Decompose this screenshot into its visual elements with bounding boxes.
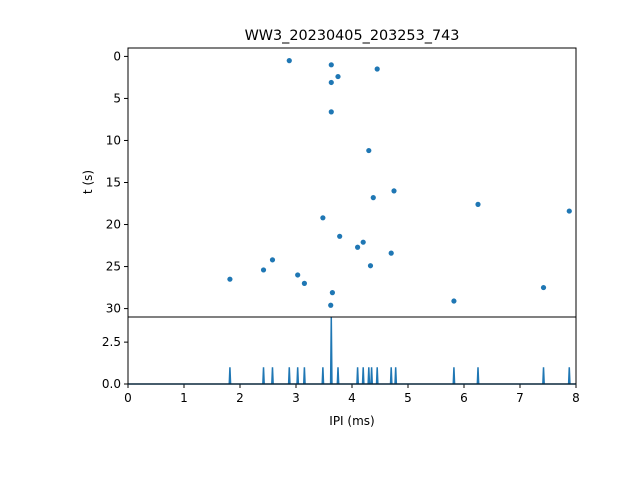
- scatter-point: [301, 280, 307, 286]
- scatter-point: [328, 79, 334, 86]
- scatter-y-axis-label: t (s): [81, 170, 95, 194]
- scatter-y-tick-label: 5: [113, 91, 121, 105]
- scatter-y-tick-label: 0: [113, 49, 121, 63]
- ipi-x-tick-label: 6: [460, 391, 468, 405]
- ipi-x-tick-label: 1: [180, 391, 188, 405]
- ipi-y-tick-label: 0.0: [102, 377, 121, 391]
- ipi-x-tick-label: 0: [124, 391, 132, 405]
- ipi-x-tick-label: 4: [348, 391, 356, 405]
- scatter-y-ticks: 0 5 10 15 20 25 30: [106, 49, 128, 316]
- ipi-x-axis-label: IPI (ms): [329, 414, 374, 428]
- scatter-point: [337, 233, 343, 239]
- scatter-point: [367, 263, 374, 269]
- scatter-point: [320, 215, 326, 221]
- scatter-point: [370, 195, 376, 201]
- scatter-point: [329, 290, 335, 296]
- scatter-point: [540, 284, 547, 291]
- scatter-point: [475, 201, 481, 207]
- ipi-x-tick-label: 2: [236, 391, 244, 405]
- scatter-point: [227, 276, 233, 282]
- scatter-point: [260, 267, 267, 273]
- chart-title: WW3_20230405_203253_743: [245, 28, 460, 44]
- scatter-point: [360, 239, 366, 245]
- scatter-point: [328, 109, 334, 115]
- ipi-x-tick-label: 8: [572, 391, 580, 405]
- ipi-x-tick-label: 7: [516, 391, 524, 405]
- scatter-point: [286, 58, 292, 64]
- scatter-point: [374, 66, 380, 72]
- scatter-points: [227, 58, 572, 308]
- scatter-point: [355, 244, 361, 250]
- scatter-y-tick-label: 15: [106, 176, 121, 190]
- ipi-axes: 0.0 2.5 0 1 2 3 4 5 6 7 8 IPI (ms): [102, 316, 580, 428]
- scatter-point: [335, 73, 341, 80]
- scatter-point: [388, 250, 394, 256]
- scatter-y-tick-label: 25: [106, 260, 121, 274]
- scatter-point: [269, 257, 276, 263]
- scatter-point: [366, 147, 372, 154]
- scatter-point: [295, 272, 301, 278]
- scatter-y-tick-label: 30: [106, 302, 121, 316]
- scatter-y-tick-label: 10: [106, 133, 121, 147]
- ipi-y-tick-label: 2.5: [102, 335, 121, 349]
- ipi-x-tick-label: 3: [292, 391, 300, 405]
- scatter-plot-area: [127, 47, 577, 318]
- ipi-x-tick-label: 5: [404, 391, 412, 405]
- scatter-point: [391, 188, 397, 194]
- ipi-x-ticks: 0 1 2 3 4 5 6 7 8: [124, 384, 580, 405]
- ipi-series-line: [128, 316, 576, 385]
- ipi-y-ticks: 0.0 2.5: [102, 335, 128, 391]
- ipi-plot-area: [127, 316, 577, 385]
- scatter-point: [328, 302, 334, 308]
- scatter-point: [328, 62, 334, 68]
- scatter-point: [566, 208, 572, 214]
- scatter-point: [451, 298, 457, 304]
- scatter-axes: 0 5 10 15 20 25 30 t (s): [81, 47, 577, 318]
- scatter-y-tick-label: 20: [106, 218, 121, 232]
